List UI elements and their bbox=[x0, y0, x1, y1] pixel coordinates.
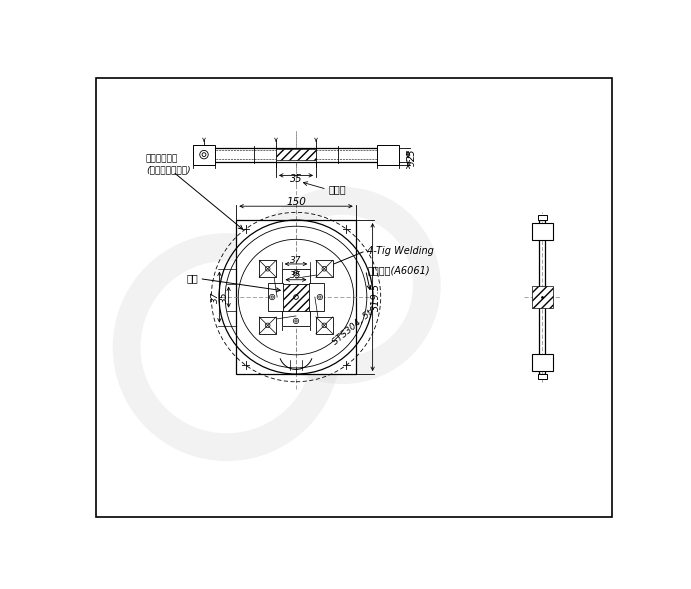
Bar bbox=[259, 317, 276, 334]
Bar bbox=[236, 220, 356, 374]
Text: 319.5: 319.5 bbox=[372, 283, 381, 311]
Bar bbox=[531, 286, 553, 308]
Bar bbox=[539, 220, 545, 374]
Text: 기준지그(A6061): 기준지그(A6061) bbox=[367, 265, 430, 275]
Bar bbox=[283, 283, 310, 310]
Text: 35: 35 bbox=[290, 174, 302, 184]
Text: 시편: 시편 bbox=[186, 273, 198, 283]
Text: 37: 37 bbox=[211, 292, 220, 303]
Text: 35: 35 bbox=[220, 292, 229, 303]
Bar bbox=[538, 216, 547, 220]
Text: 기준돔하우징
(연구원참고자료): 기준돔하우징 (연구원참고자료) bbox=[146, 154, 191, 175]
Bar bbox=[198, 148, 394, 161]
Bar bbox=[316, 317, 333, 334]
Bar bbox=[316, 260, 333, 277]
Text: 4-Tig Welding: 4-Tig Welding bbox=[367, 246, 434, 256]
Text: 35: 35 bbox=[290, 272, 302, 280]
Bar bbox=[276, 149, 316, 160]
Bar bbox=[377, 145, 399, 164]
Bar bbox=[259, 260, 276, 277]
Text: 25: 25 bbox=[407, 148, 417, 161]
Bar bbox=[282, 269, 310, 283]
Bar bbox=[531, 223, 553, 240]
Text: STS304, 5t: STS304, 5t bbox=[331, 309, 374, 347]
Text: 5: 5 bbox=[408, 160, 417, 166]
Bar bbox=[267, 283, 283, 312]
Text: 37: 37 bbox=[290, 256, 302, 264]
Bar bbox=[531, 354, 553, 371]
Bar bbox=[310, 283, 325, 312]
Bar bbox=[193, 145, 215, 164]
Bar bbox=[538, 374, 547, 379]
Bar bbox=[282, 310, 310, 326]
Text: 150: 150 bbox=[286, 197, 306, 207]
Text: 기준면: 기준면 bbox=[328, 184, 346, 194]
